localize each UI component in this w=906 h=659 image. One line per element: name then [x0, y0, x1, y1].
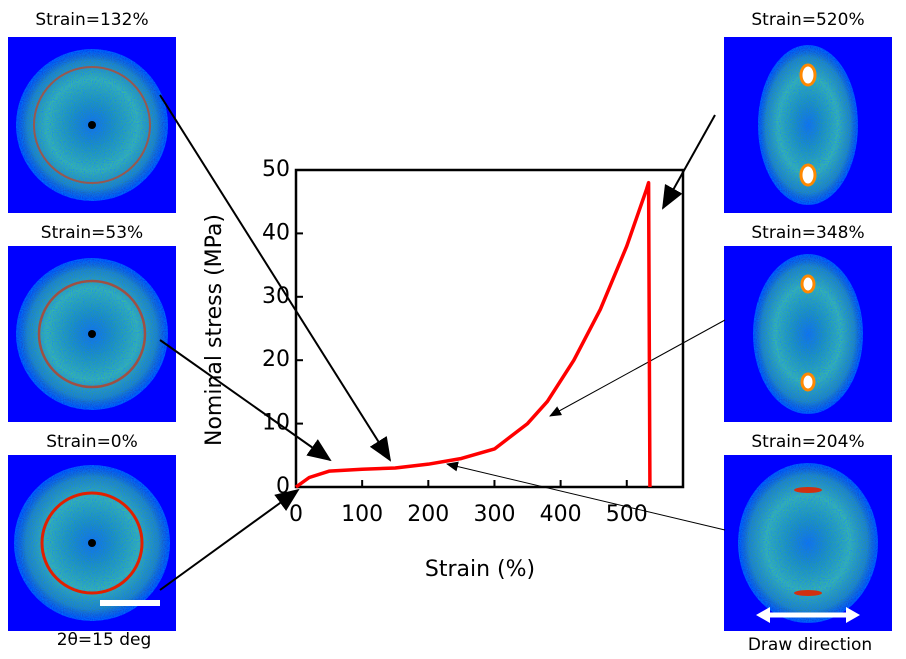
y-tick-label: 50 — [262, 157, 290, 182]
y-tick-label: 40 — [262, 220, 290, 245]
y-tick-label: 10 — [262, 411, 290, 436]
y-tick-label: 20 — [262, 347, 290, 372]
scale-label: 2θ=15 deg — [57, 630, 152, 650]
x-tick-label: 0 — [289, 502, 303, 527]
x-tick-label: 200 — [407, 502, 449, 527]
direction-label: Draw direction — [748, 635, 872, 655]
x-axis-label: Strain (%) — [425, 557, 535, 582]
data-line — [294, 180, 652, 489]
y-tick-label: 0 — [276, 474, 290, 499]
x-tick-label: 300 — [473, 502, 515, 527]
image-label: Strain=0% — [46, 432, 138, 452]
diffraction-images — [8, 37, 892, 631]
image-label: Strain=520% — [751, 10, 864, 30]
plot-frame — [294, 168, 685, 489]
image-label: Strain=53% — [41, 223, 143, 243]
image-label: Strain=204% — [751, 432, 864, 452]
x-tick-label: 100 — [341, 502, 383, 527]
y-tick-label: 30 — [262, 284, 290, 309]
image-label: Strain=132% — [35, 10, 148, 30]
y-axis-label: Nominal stress (MPa) — [202, 214, 227, 446]
x-tick-label: 400 — [540, 502, 582, 527]
arrows — [159, 94, 726, 591]
image-label: Strain=348% — [751, 223, 864, 243]
x-tick-label: 500 — [606, 502, 648, 527]
